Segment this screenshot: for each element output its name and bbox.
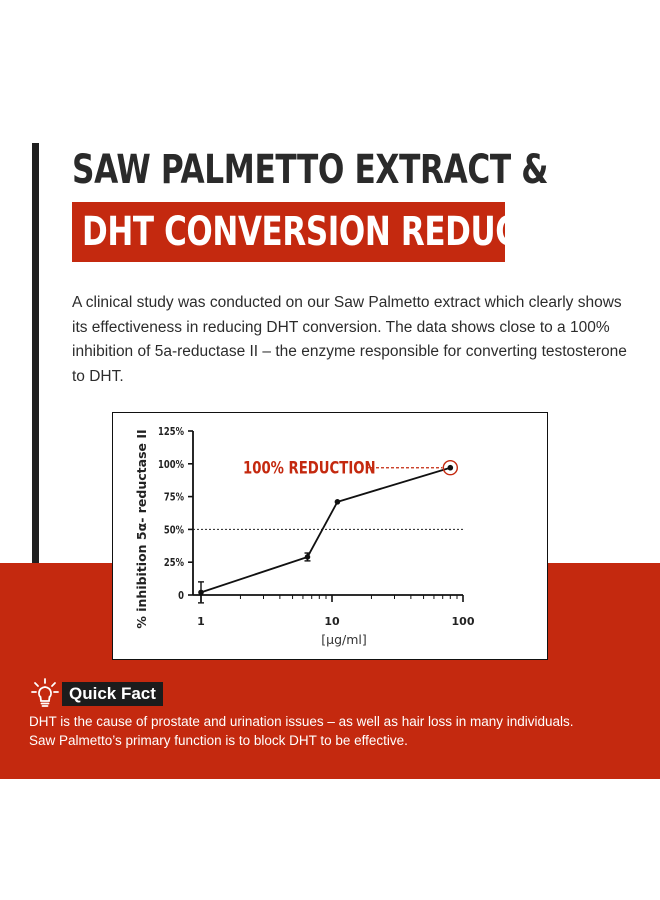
quick-fact-line2: Saw Palmetto’s primary function is to bl… [29, 733, 408, 748]
y-axis-title: % inhibition 5α- reductase II [134, 429, 149, 628]
x-tick-label: 1 [197, 615, 205, 628]
data-point [304, 554, 311, 560]
data-point [447, 464, 454, 471]
description-paragraph: A clinical study was conducted on our Sa… [72, 294, 627, 385]
annotation-target-ring [442, 460, 459, 476]
lightbulb-icon [31, 678, 59, 707]
annotation-label: 100% REDUCTION [243, 458, 376, 478]
y-tick-label: 25% [164, 557, 185, 569]
data-point [198, 589, 204, 596]
quick-fact-text: DHT is the cause of prostate and urinati… [29, 712, 649, 750]
y-tick-label: 0 [178, 590, 184, 602]
quick-fact-badge: Quick Fact [62, 682, 163, 706]
page-title-line1: SAW PALMETTO EXTRACT & [72, 147, 549, 193]
chart-svg: 0 25% 50% 75% 100% 125% 1 10 100 [μg/ml] % inhibit… [134, 426, 475, 647]
y-tick-label: 50% [164, 525, 185, 537]
y-tick-label: 75% [164, 492, 185, 504]
quick-fact-line1: DHT is the cause of prostate and urinati… [29, 714, 574, 729]
inhibition-chart: 0 25% 50% 75% 100% 125% 1 10 100 [μg/ml] % inhibit… [112, 412, 548, 660]
x-axis-title: [μg/ml] [321, 632, 367, 647]
page-title-line2: DHT CONVERSION REDUCTION [82, 209, 602, 255]
x-tick-label: 100 [452, 615, 475, 628]
y-tick-label: 100% [158, 459, 184, 471]
y-tick-label: 125% [158, 426, 184, 438]
accent-side-bar [32, 143, 39, 563]
data-point [334, 499, 341, 505]
series-line [200, 466, 451, 594]
x-tick-label: 10 [324, 615, 340, 628]
title-highlight-box [72, 202, 505, 262]
